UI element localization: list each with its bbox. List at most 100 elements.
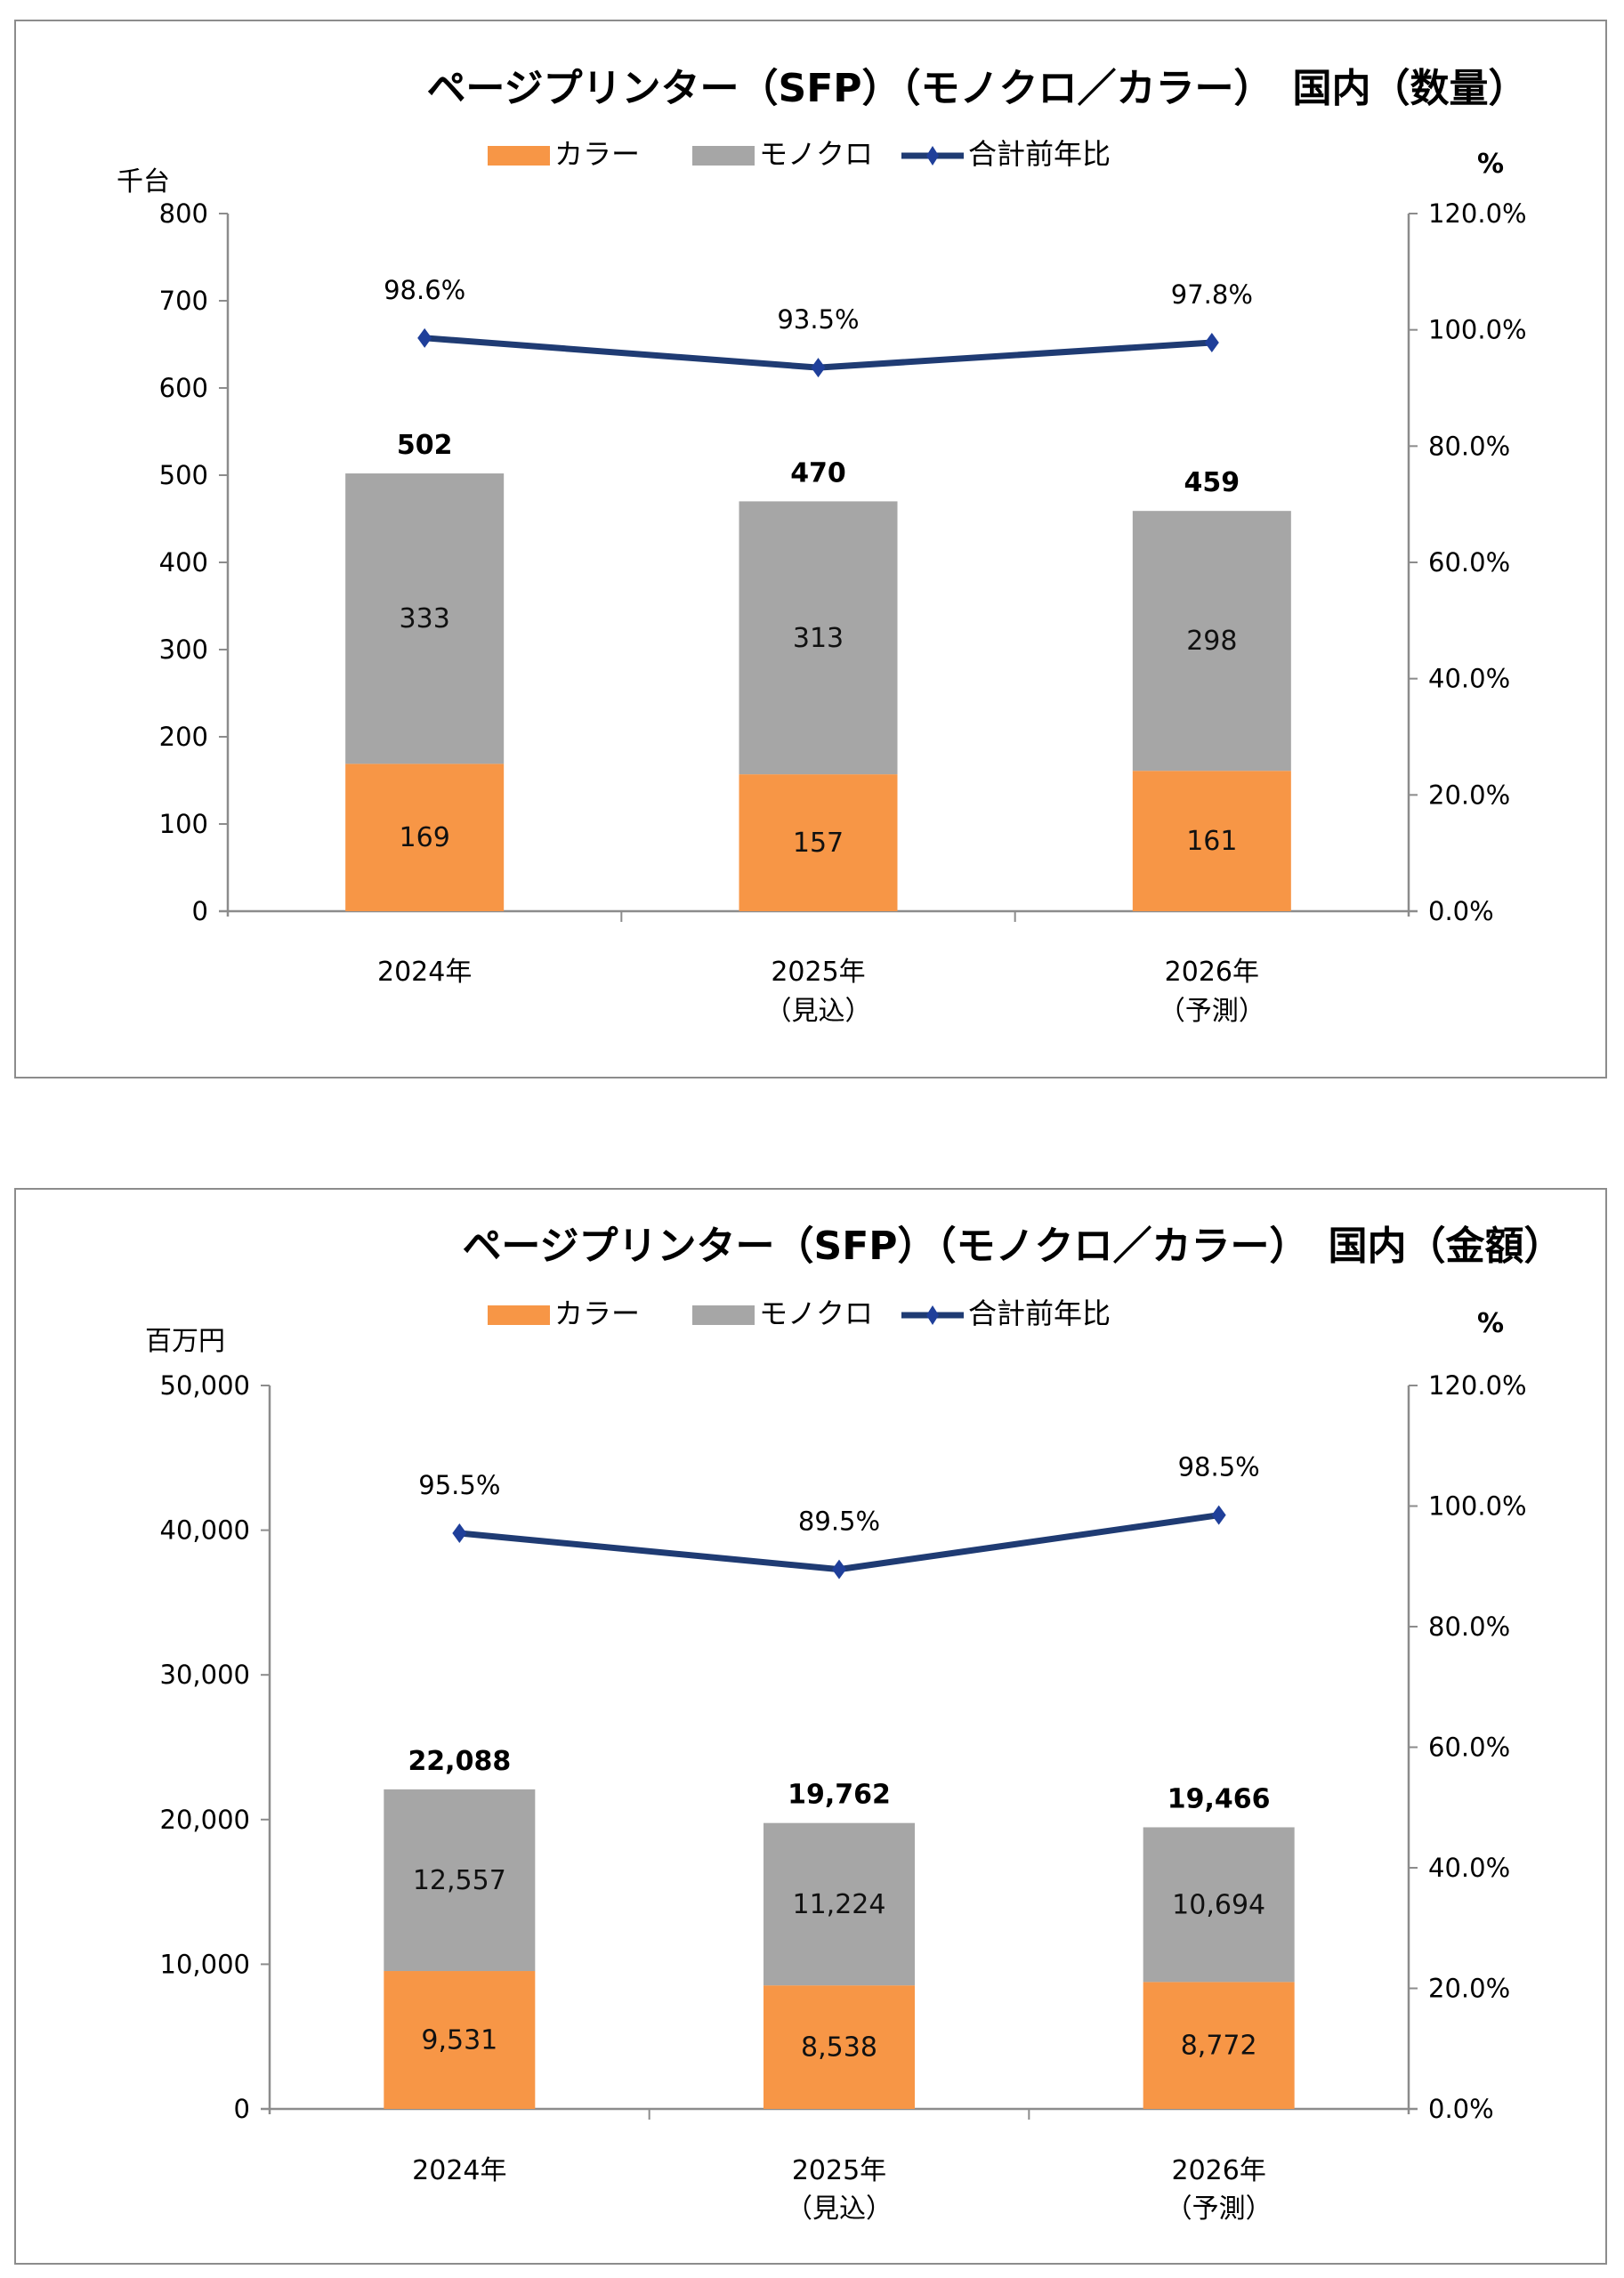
y2-tick-label: 60.0% <box>1428 547 1510 578</box>
y-axis-unit-label: 千台 <box>117 166 170 198</box>
x-category-label: 2025年 <box>792 2155 886 2186</box>
data-label-mono: 10,694 <box>1172 1889 1265 1920</box>
legend-label-yoy: 合計前年比 <box>968 1297 1111 1330</box>
y-tick-label: 300 <box>159 634 208 665</box>
y-tick-label: 700 <box>159 286 208 316</box>
yoy-point-diamond <box>452 1523 467 1543</box>
y-tick-label: 500 <box>159 460 208 490</box>
yoy-point-diamond <box>1211 1505 1226 1525</box>
bar-segment-mono <box>764 1822 915 1986</box>
data-label-color: 8,538 <box>801 2032 877 2064</box>
legend-label-mono: モノクロ <box>759 1297 873 1330</box>
y-tick-label: 800 <box>159 198 208 229</box>
y2-tick-label: 20.0% <box>1428 1974 1510 2004</box>
bar-segment-mono <box>1132 511 1291 771</box>
y2-tick-label: 100.0% <box>1428 1491 1527 1522</box>
data-label-mono: 11,224 <box>793 1889 886 1920</box>
x-category-sublabel: （予測） <box>1166 2193 1273 2225</box>
legend-label-color: カラー <box>554 1297 640 1330</box>
chart-quantity: ページプリンター（SFP）（モノクロ／カラー） 国内（数量） カラー モノクロ 合計前… <box>14 20 1607 1078</box>
y2-tick-label: 120.0% <box>1428 1370 1527 1401</box>
x-category-label: 2026年 <box>1171 2155 1265 2186</box>
x-category-sublabel: （見込） <box>786 2193 893 2225</box>
data-label-yoy: 97.8% <box>1171 279 1253 310</box>
data-label-yoy: 93.5% <box>777 304 859 335</box>
bar-segment-mono <box>345 473 505 764</box>
y-tick-label: 20,000 <box>160 1805 250 1835</box>
bar-segment-color <box>1143 1982 1295 2109</box>
data-label-yoy: 95.5% <box>418 1470 500 1500</box>
x-category-label: 2024年 <box>377 957 472 988</box>
yoy-point-diamond <box>1204 333 1219 353</box>
x-category-sublabel: （見込） <box>765 996 872 1027</box>
y2-axis-unit-label: % <box>1477 149 1504 180</box>
chart-amount: ページプリンター（SFP）（モノクロ／カラー） 国内（金額） カラー モノクロ 合計前… <box>14 1188 1607 2265</box>
data-label-total: 502 <box>397 430 453 461</box>
data-label-total: 19,466 <box>1168 1783 1271 1814</box>
bar-segment-color <box>1132 771 1291 911</box>
y-tick-label: 40,000 <box>160 1515 250 1546</box>
y-tick-label: 400 <box>159 547 208 578</box>
data-label-yoy: 98.6% <box>384 275 465 305</box>
legend-swatch-mono <box>692 146 755 166</box>
y2-axis-unit-label: % <box>1477 1308 1504 1339</box>
data-label-mono: 313 <box>793 623 844 654</box>
yoy-point-diamond <box>811 358 826 378</box>
data-label-color: 161 <box>1186 826 1237 857</box>
data-label-total: 22,088 <box>408 1746 511 1777</box>
bar-segment-color <box>739 774 898 911</box>
x-category-label: 2024年 <box>412 2155 506 2186</box>
data-label-mono: 333 <box>400 603 450 634</box>
y2-tick-label: 120.0% <box>1428 198 1527 229</box>
y-tick-label: 10,000 <box>160 1949 250 1979</box>
y-tick-label: 0 <box>234 2094 250 2124</box>
y-tick-label: 200 <box>159 722 208 752</box>
chart-amount-canvas: ページプリンター（SFP）（モノクロ／カラー） 国内（金額） カラー モノクロ 合計前… <box>145 1224 1563 2225</box>
bar-segment-color <box>384 1971 536 2109</box>
yoy-point-diamond <box>832 1559 846 1579</box>
y2-tick-label: 80.0% <box>1428 1612 1510 1642</box>
y-tick-label: 30,000 <box>160 1660 250 1690</box>
data-label-total: 459 <box>1184 467 1240 498</box>
y2-tick-label: 20.0% <box>1428 780 1510 810</box>
data-label-yoy: 89.5% <box>798 1507 880 1537</box>
data-label-color: 157 <box>793 828 844 859</box>
chart-quantity-canvas: ページプリンター（SFP）（モノクロ／カラー） 国内（数量） カラー モノクロ 合計前… <box>117 66 1528 1027</box>
x-category-label: 2025年 <box>771 957 865 988</box>
data-label-total: 470 <box>790 457 846 489</box>
y2-tick-label: 100.0% <box>1428 315 1527 345</box>
y2-tick-label: 40.0% <box>1428 664 1510 694</box>
y-axis-unit-label: 百万円 <box>145 1326 225 1357</box>
y-tick-label: 50,000 <box>160 1370 250 1401</box>
y-tick-label: 100 <box>159 809 208 839</box>
legend-swatch-color <box>488 1305 550 1325</box>
legend-label-mono: モノクロ <box>759 137 873 171</box>
y2-tick-label: 60.0% <box>1428 1733 1510 1763</box>
legend-swatch-mono <box>692 1305 755 1325</box>
bar-segment-color <box>764 1985 915 2109</box>
yoy-point-diamond <box>417 327 432 348</box>
legend-marker-diamond-icon <box>926 146 939 166</box>
y-tick-label: 600 <box>159 373 208 403</box>
data-label-color: 169 <box>400 822 450 853</box>
data-label-mono: 298 <box>1186 626 1237 657</box>
data-label-mono: 12,557 <box>413 1865 506 1896</box>
bar-segment-color <box>345 763 505 911</box>
legend-label-color: カラー <box>554 137 640 171</box>
y2-tick-label: 0.0% <box>1428 2094 1494 2124</box>
chart-title: ページプリンター（SFP）（モノクロ／カラー） 国内（金額） <box>462 1224 1563 1269</box>
y2-tick-label: 0.0% <box>1428 896 1494 926</box>
legend-swatch-color <box>488 146 550 166</box>
legend-marker-diamond-icon <box>926 1305 939 1325</box>
bar-segment-mono <box>739 501 898 775</box>
bar-segment-mono <box>384 1789 536 1972</box>
y-tick-label: 0 <box>192 896 208 926</box>
x-category-sublabel: （予測） <box>1159 996 1265 1027</box>
bar-segment-mono <box>1143 1827 1295 1983</box>
data-label-total: 19,762 <box>788 1780 891 1811</box>
chart-title: ページプリンター（SFP）（モノクロ／カラー） 国内（数量） <box>426 66 1527 111</box>
data-label-yoy: 98.5% <box>1178 1452 1260 1482</box>
data-label-color: 9,531 <box>421 2025 497 2056</box>
data-label-color: 8,772 <box>1181 2031 1257 2062</box>
y2-tick-label: 80.0% <box>1428 431 1510 461</box>
